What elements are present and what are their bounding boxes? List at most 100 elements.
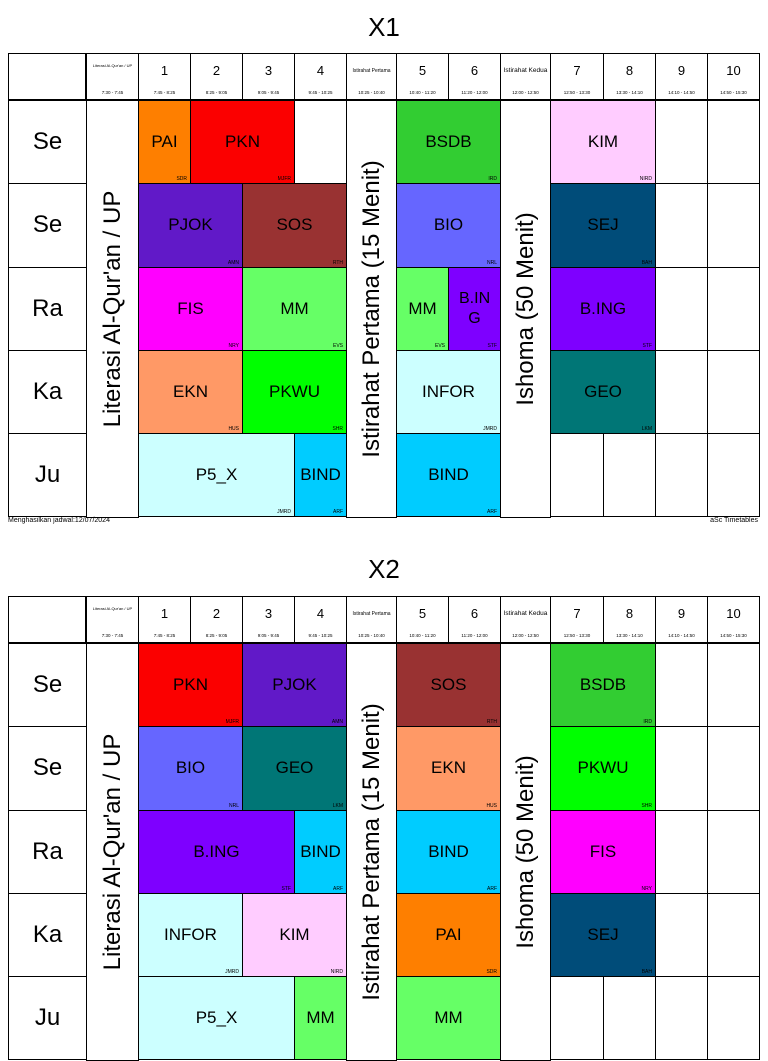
lesson-subject: PKWU: [577, 758, 629, 778]
lesson-subject: PKN: [225, 132, 260, 152]
lesson-subject: B.ING: [193, 841, 240, 861]
lesson-subject: PKWU: [269, 382, 320, 402]
lesson-card[interactable]: EKN HUS: [138, 349, 243, 435]
lesson-card[interactable]: B.IN G STF: [448, 266, 501, 351]
lesson-card[interactable]: BIND ARF: [396, 433, 501, 518]
break-column: Literasi Al-Qur'an / UP: [86, 643, 139, 1061]
lesson-card[interactable]: PAI SDR: [396, 892, 501, 978]
period-number: 9: [677, 63, 686, 78]
empty-slot: [603, 976, 656, 1061]
lesson-subject: KIM: [279, 925, 310, 945]
lesson-card[interactable]: PKWU SHR: [242, 349, 347, 435]
lesson-card[interactable]: INFOR JMRD: [138, 892, 243, 978]
lesson-teacher: RTH: [486, 719, 497, 726]
lesson-card[interactable]: MM: [294, 976, 347, 1061]
lesson-teacher: MJFR: [225, 719, 239, 726]
lesson-subject: MM: [408, 298, 437, 318]
lesson-card[interactable]: BIO NRL: [138, 726, 243, 811]
lesson-card[interactable]: SOS RTH: [396, 643, 501, 728]
empty-slot: [707, 433, 760, 518]
period-time: 14:10 - 14:50: [668, 90, 695, 95]
empty-slot: [655, 433, 708, 518]
break-label: Ishoma (50 Menit): [511, 212, 539, 406]
lesson-subject: EKN: [431, 758, 466, 778]
lesson-teacher: STF: [281, 885, 291, 892]
period-number: 10: [726, 63, 741, 78]
lesson-teacher: STF: [642, 342, 652, 349]
lesson-card[interactable]: P5_X JMRD: [138, 433, 295, 518]
period-number: 9: [677, 606, 686, 621]
lesson-card[interactable]: KIM NIRD: [550, 100, 656, 185]
lesson-card[interactable]: BIO NRL: [396, 183, 501, 268]
day-label: Ra: [8, 809, 87, 894]
lesson-card[interactable]: BSDB IRD: [396, 100, 501, 185]
lesson-subject: FIS: [589, 841, 617, 861]
lesson-teacher: AMN: [331, 719, 343, 726]
period-header-6: 5 10:40 - 11:20: [396, 53, 449, 100]
lesson-card[interactable]: KIM NIRD: [242, 892, 347, 978]
lesson-card[interactable]: SEJ BAH: [550, 183, 656, 268]
lesson-card[interactable]: PJOK AMN: [138, 183, 243, 268]
lesson-subject: BIND: [428, 841, 469, 861]
lesson-subject: KIM: [587, 132, 619, 152]
lesson-card[interactable]: BIND ARF: [396, 809, 501, 894]
lesson-teacher: ARF: [487, 885, 497, 892]
lesson-card[interactable]: SOS RTH: [242, 183, 347, 268]
lesson-card[interactable]: BIND ARF: [294, 433, 347, 518]
lesson-card[interactable]: BSDB IRD: [550, 643, 656, 728]
period-time: 12:50 - 13:30: [563, 90, 591, 95]
break-label: Literasi Al-Qur'an / UP: [98, 190, 126, 428]
lesson-card[interactable]: PKN MJFR: [190, 100, 295, 185]
lesson-card[interactable]: PKN MJFR: [138, 643, 243, 728]
period-number: 3: [264, 63, 273, 78]
lesson-card[interactable]: P5_X: [138, 976, 295, 1061]
lesson-card[interactable]: FIS NRY: [138, 266, 243, 351]
empty-slot: [707, 349, 760, 435]
period-header-12: 10 14:50 - 15:30: [707, 53, 760, 100]
lesson-card[interactable]: B.ING STF: [550, 266, 656, 351]
lesson-subject: PAI: [435, 925, 462, 945]
period-time: 14:10 - 14:50: [668, 633, 695, 638]
lesson-card[interactable]: B.ING STF: [138, 809, 295, 894]
lesson-card[interactable]: SEJ BAH: [550, 892, 656, 978]
lesson-card[interactable]: EKN HUS: [396, 726, 501, 811]
lesson-subject: P5_X: [195, 1008, 238, 1028]
day-label: Se: [8, 726, 87, 811]
lesson-card[interactable]: MM EVS: [396, 266, 449, 351]
period-header-11: 9 14:10 - 14:50: [655, 596, 708, 643]
lesson-card[interactable]: PAI SDR: [138, 100, 191, 185]
lesson-subject: SEJ: [587, 215, 619, 235]
lesson-card[interactable]: MM EVS: [242, 266, 347, 351]
lesson-subject: MM: [434, 1008, 463, 1028]
lesson-card[interactable]: GEO LKM: [550, 349, 656, 435]
lesson-teacher: LKM: [641, 426, 652, 433]
lesson-card[interactable]: MM: [396, 976, 501, 1061]
lesson-teacher: LKM: [332, 802, 343, 809]
lesson-card[interactable]: PJOK AMN: [242, 643, 347, 728]
lesson-subject: P5_X: [195, 465, 238, 485]
lesson-teacher: ARF: [333, 509, 343, 516]
lesson-subject: BSDB: [579, 675, 627, 695]
lesson-teacher: ARF: [333, 885, 343, 892]
period-time: 13:30 - 14:10: [616, 90, 643, 95]
period-header-3: 3 9:05 - 9:45: [242, 596, 295, 643]
empty-slot: [294, 100, 347, 185]
period-time: 8:25 - 9:05: [205, 633, 228, 638]
period-time: 14:50 - 15:30: [720, 90, 747, 95]
period-number: 4: [316, 606, 325, 621]
lesson-card[interactable]: BIND ARF: [294, 809, 347, 894]
lesson-card[interactable]: FIS NRY: [550, 809, 656, 894]
lesson-subject: PJOK: [168, 215, 213, 235]
lesson-subject: FIS: [177, 298, 204, 318]
day-label: Ju: [8, 433, 87, 518]
period-number: 6: [470, 606, 479, 621]
day-label: Ka: [8, 892, 87, 978]
period-number: 8: [625, 63, 634, 78]
lesson-card[interactable]: INFOR JMRD: [396, 349, 501, 435]
lesson-card[interactable]: PKWU SHR: [550, 726, 656, 811]
empty-slot: [707, 892, 760, 978]
lesson-card[interactable]: GEO LKM: [242, 726, 347, 811]
lesson-teacher: SHR: [332, 426, 343, 433]
break-header-label: Istirahat Kedua: [503, 610, 548, 617]
period-time: 7:30 - 7:45: [101, 633, 124, 638]
